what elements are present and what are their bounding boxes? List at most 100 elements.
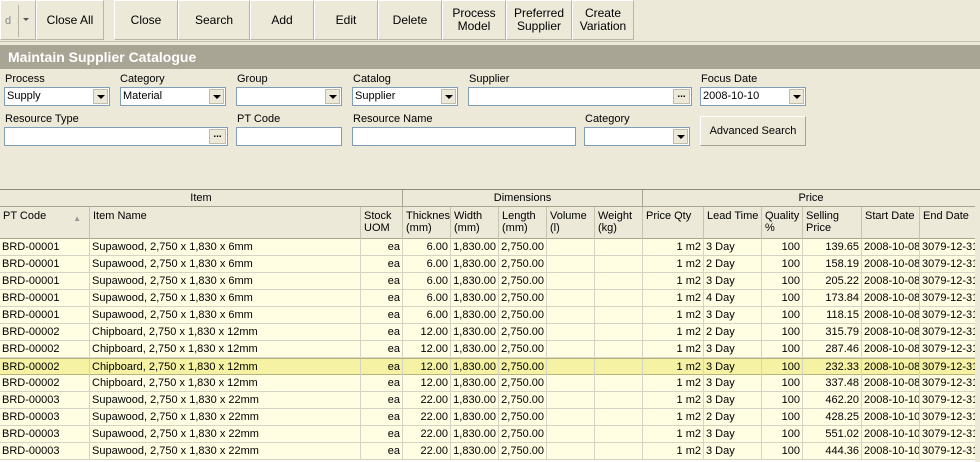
pt-code-input[interactable] [236,127,342,146]
close-all-label: Close All [46,12,94,27]
dropdown-separator [18,5,19,37]
cell-lead: 2 Day [704,324,762,341]
advanced-search-button[interactable]: Advanced Search [700,116,806,146]
create-variation-button[interactable]: Create Variation [572,0,634,40]
cell-wt [595,290,643,307]
focus-date-picker[interactable]: 2008-10-10 [700,87,806,106]
catalog-select[interactable]: Supplier [352,87,458,106]
cell-name: Supawood, 2,750 x 1,830 x 22mm [90,392,361,409]
table-row[interactable]: BRD-00003 Supawood, 2,750 x 1,830 x 22mm e… [0,426,980,443]
process-model-button[interactable]: Process Model [442,0,506,40]
cell-l: 2,750.00 [499,324,547,341]
cell-w: 1,830.00 [451,375,499,392]
table-row[interactable]: BRD-00003 Supawood, 2,750 x 1,830 x 22mm e… [0,409,980,426]
group-select[interactable] [236,87,342,106]
vertical-scrollbar[interactable] [975,190,980,462]
category-select[interactable]: Material [120,87,226,106]
cell-vol [547,256,595,273]
cell-lead: 3 Day [704,443,762,460]
table-row[interactable]: BRD-00002 Chipboard, 2,750 x 1,830 x 12mm… [0,324,980,341]
cell-vol [547,324,595,341]
chevron-down-icon[interactable] [789,89,804,104]
window-dropdown[interactable]: d [0,0,36,40]
cell-name: Supawood, 2,750 x 1,830 x 6mm [90,239,361,256]
cell-wt [595,239,643,256]
column-header-selling-price[interactable]: Selling Price [803,207,862,239]
category-value: Material [123,90,163,102]
delete-button[interactable]: Delete [378,0,442,40]
page-title: Maintain Supplier Catalogue [0,45,980,69]
cell-wt [595,375,643,392]
edit-label: Edit [335,12,357,27]
cell-price: 173.84 [803,290,862,307]
column-header-stock-uom[interactable]: Stock UOM [361,207,403,239]
category2-select[interactable] [584,127,690,146]
table-row[interactable]: BRD-00001 Supawood, 2,750 x 1,830 x 6mm ea… [0,273,980,290]
search-button[interactable]: Search [178,0,250,40]
cell-price: 462.20 [803,392,862,409]
column-header-pt-code[interactable]: PT Code ▲ [0,207,90,239]
close-button[interactable]: Close [114,0,178,40]
table-row[interactable]: BRD-00002 Chipboard, 2,750 x 1,830 x 12mm… [0,341,980,358]
column-header-width[interactable]: Width (mm) [451,207,499,239]
column-header-start-date[interactable]: Start Date [862,207,920,239]
cell-start: 2008-10-08 [862,256,920,273]
supplier-field[interactable]: ... [468,87,692,106]
add-button[interactable]: Add [250,0,314,40]
supplier-browse-button[interactable]: ... [673,89,690,104]
create-variation-label: Create Variation [579,6,627,33]
chevron-down-icon[interactable] [325,89,340,104]
sort-ascending-icon: ▲ [73,214,81,223]
chevron-down-icon[interactable] [673,129,688,144]
cell-th: 6.00 [403,307,451,324]
table-row[interactable]: BRD-00002 Chipboard, 2,750 x 1,830 x 12mm… [0,358,980,376]
chevron-down-icon[interactable] [441,89,456,104]
cell-start: 2008-10-10 [862,426,920,443]
cell-wt [595,409,643,426]
cell-name: Chipboard, 2,750 x 1,830 x 12mm [90,359,361,376]
column-header-price-qty[interactable]: Price Qty [643,207,704,239]
cell-end: 3079-12-31 [920,409,980,426]
chevron-down-icon[interactable] [209,89,224,104]
table-row[interactable]: BRD-00002 Chipboard, 2,750 x 1,830 x 12mm… [0,375,980,392]
table-row[interactable]: BRD-00001 Supawood, 2,750 x 1,830 x 6mm ea… [0,290,980,307]
table-row[interactable]: BRD-00003 Supawood, 2,750 x 1,830 x 22mm e… [0,392,980,409]
table-row[interactable]: BRD-00001 Supawood, 2,750 x 1,830 x 6mm ea… [0,307,980,324]
chevron-down-icon[interactable] [93,89,108,104]
column-header-item-name[interactable]: Item Name [90,207,361,239]
cell-lead: 3 Day [704,359,762,376]
column-header-weight[interactable]: Weight (kg) [595,207,643,239]
cell-lead: 3 Day [704,392,762,409]
resource-type-field[interactable]: ... [4,127,228,146]
resource-type-browse-button[interactable]: ... [209,129,226,144]
cell-l: 2,750.00 [499,392,547,409]
cell-pt: BRD-00002 [0,359,90,376]
process-select[interactable]: Supply [4,87,110,106]
cell-w: 1,830.00 [451,443,499,460]
table-row[interactable]: BRD-00001 Supawood, 2,750 x 1,830 x 6mm ea… [0,256,980,273]
column-header-lead-time[interactable]: Lead Time [704,207,762,239]
column-header-length[interactable]: Length (mm) [499,207,547,239]
cell-wt [595,426,643,443]
column-header-end-date[interactable]: End Date [920,207,980,239]
cell-qty: 1 m2 [643,375,704,392]
column-header-volume[interactable]: Volume (l) [547,207,595,239]
cell-th: 22.00 [403,426,451,443]
table-row[interactable]: BRD-00003 Supawood, 2,750 x 1,830 x 22mm e… [0,443,980,460]
table-row[interactable]: BRD-00001 Supawood, 2,750 x 1,830 x 6mm ea… [0,239,980,256]
cell-price: 428.25 [803,409,862,426]
cell-uom: ea [361,426,403,443]
close-all-button[interactable]: Close All [36,0,104,40]
search-label: Search [194,12,234,27]
resource-name-input[interactable] [352,127,576,146]
cell-name: Supawood, 2,750 x 1,830 x 6mm [90,307,361,324]
column-header-thickness[interactable]: Thicknes (mm) [403,207,451,239]
column-header-quality[interactable]: Quality % [762,207,803,239]
cell-end: 3079-12-31 [920,341,980,358]
edit-button[interactable]: Edit [314,0,378,40]
preferred-supplier-button[interactable]: Preferred Supplier [506,0,572,40]
cell-uom: ea [361,341,403,358]
cell-uom: ea [361,273,403,290]
cell-start: 2008-10-10 [862,409,920,426]
cell-w: 1,830.00 [451,307,499,324]
